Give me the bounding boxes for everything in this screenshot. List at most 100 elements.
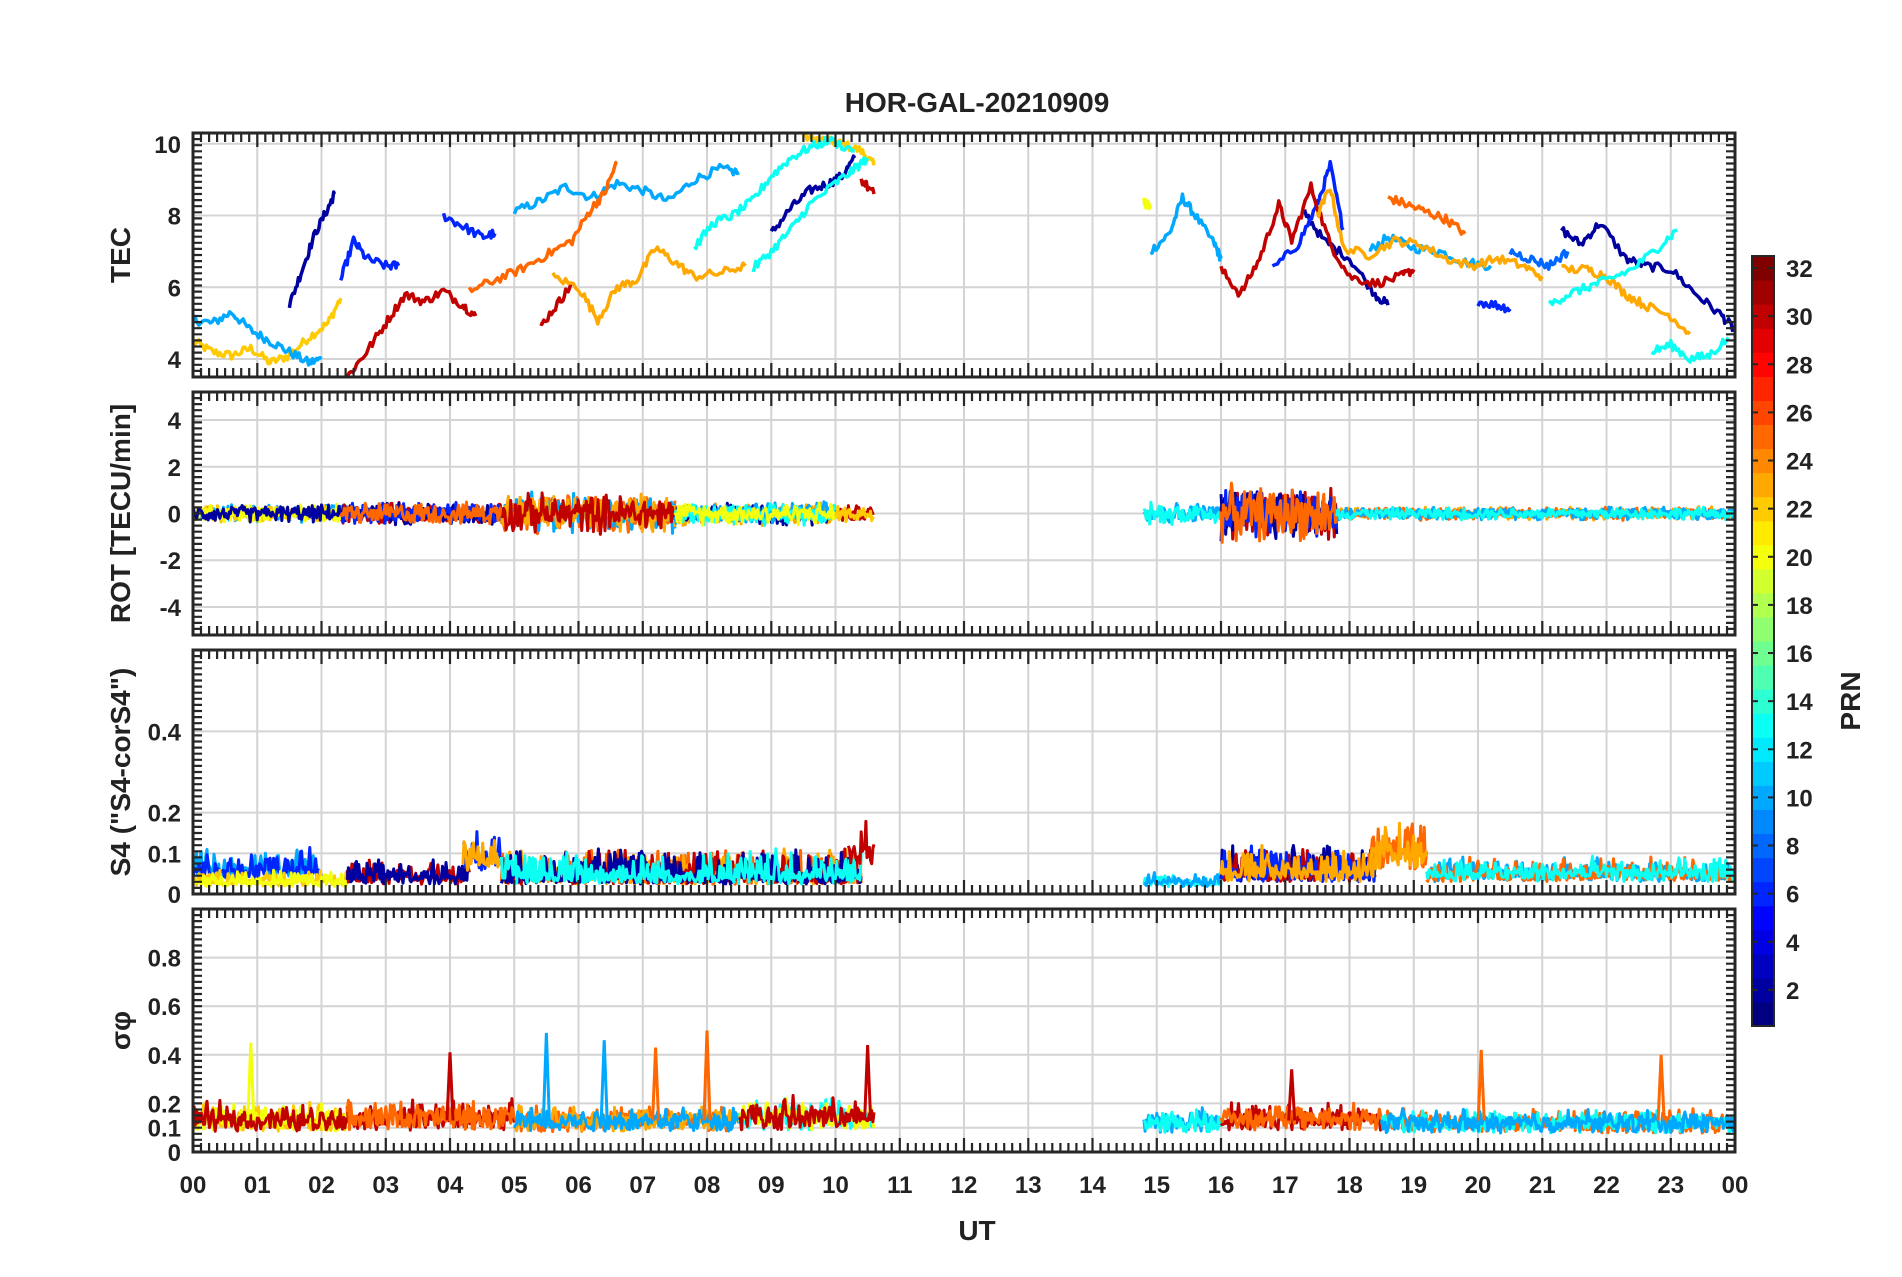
colorbar-swatch [1752, 785, 1774, 811]
x-tick-label: 02 [308, 1172, 335, 1199]
y-tick-label: -2 [160, 548, 181, 575]
colorbar-tick-label: 4 [1786, 930, 1800, 957]
series-prn-13 [1142, 1108, 1223, 1134]
y-tick-label: 10 [154, 132, 181, 159]
colorbar-swatch [1752, 304, 1774, 329]
series-prn-25 [339, 500, 516, 526]
series-group [193, 1030, 1735, 1135]
y-tick-label: 2 [168, 455, 181, 482]
x-tick-label: 18 [1336, 1172, 1363, 1199]
series-prn-6 [339, 235, 401, 281]
colorbar-swatch [1752, 424, 1774, 450]
series-prn-2 [1560, 222, 1735, 333]
colorbar-swatch [1752, 352, 1774, 377]
series-prn-20 [673, 501, 837, 527]
x-tick-label: 01 [244, 1172, 271, 1199]
spike-prn-10 [541, 1032, 551, 1121]
series-prn-30 [345, 287, 478, 377]
colorbar-tick-label: 6 [1786, 882, 1799, 909]
series-prn-25 [1425, 855, 1735, 884]
panel-sigma_phi: 00.10.2 0.4 0.6 0.8 σφ [105, 907, 1737, 1167]
colorbar-tick-label: 18 [1786, 593, 1813, 620]
x-tick-label: 13 [1015, 1172, 1042, 1199]
series-prn-2 [193, 503, 348, 524]
colorbar-swatch [1752, 448, 1774, 474]
colorbar-swatch [1752, 376, 1774, 401]
y-tick-label: 4 [168, 347, 182, 374]
x-tick-label: 06 [565, 1172, 592, 1199]
colorbar-tick-label: 14 [1786, 689, 1813, 716]
y-tick-label: 0 [168, 502, 181, 529]
spike-prn-25 [651, 1047, 661, 1121]
series-prn-13 [1650, 336, 1730, 364]
spike-prn-25 [1656, 1054, 1666, 1121]
y-tick-label: 0.4 [148, 719, 182, 746]
colorbar-tick-label: 2 [1786, 978, 1799, 1005]
series-prn-30 [846, 819, 876, 866]
y-axis-label: TEC [105, 227, 136, 283]
x-tick-label: 11 [887, 1172, 912, 1199]
colorbar-tick-label: 30 [1786, 304, 1813, 331]
colorbar-tick-label: 28 [1786, 352, 1813, 379]
axis-ticks [191, 390, 1737, 637]
series-prn-20 [193, 868, 349, 889]
series-prn-30 [859, 178, 876, 195]
panel-rot: -4 -2 0 2 4 ROT [TECU/min] [105, 390, 1737, 637]
series-prn-25 [467, 160, 619, 294]
spike-prn-25 [1476, 1049, 1486, 1121]
y-tick-label: 0.8 [148, 946, 181, 973]
colorbar-swatch [1752, 737, 1774, 762]
panel-s4: 0 0.1 0.2 0.4 S4 ("S4-corS4") [105, 648, 1737, 909]
spike-prn-30 [863, 1045, 873, 1121]
series-prn-6 [193, 846, 323, 881]
colorbar-swatch [1752, 881, 1774, 907]
colorbar-swatch [1752, 496, 1774, 522]
y-tick-label: 0.4 [148, 1043, 182, 1070]
x-tick-label: 04 [437, 1172, 464, 1199]
series-prn-23 [461, 839, 503, 872]
series-prn-25 [1219, 1101, 1384, 1132]
axes-frame [191, 907, 1737, 1154]
colorbar-swatch [1752, 665, 1774, 690]
y-tick-label: 8 [168, 204, 181, 231]
series-prn-2 [345, 856, 471, 886]
series-prn-2 [1302, 209, 1390, 306]
colorbar-swatch [1752, 641, 1774, 666]
series-prn-10 [1380, 1107, 1735, 1135]
axis-ticks [191, 907, 1737, 1154]
colorbar-swatch [1752, 689, 1774, 714]
axis-ticks [191, 131, 1737, 379]
colorbar-tick-label: 10 [1786, 785, 1813, 812]
x-tick-label: 00 [1722, 1172, 1749, 1199]
axes-frame [191, 648, 1737, 896]
panel-tec: 4 6 8 10 TEC [105, 131, 1737, 379]
colorbar-swatch [1752, 616, 1774, 642]
series-prn-13 [499, 847, 863, 886]
colorbar-tick-label: 16 [1786, 641, 1813, 668]
x-tick-label: 07 [629, 1172, 656, 1199]
colorbar-tick-label: 22 [1786, 497, 1813, 524]
series-prn-6 [1476, 299, 1512, 314]
x-tick-label: 19 [1400, 1172, 1427, 1199]
series-prn-13 [1547, 228, 1678, 307]
series-prn-25 [345, 1098, 516, 1132]
series-prn-23 [1561, 263, 1692, 336]
y-tick-label: 0.2 [148, 1091, 181, 1118]
colorbar-swatch [1752, 761, 1774, 786]
colorbar-tick-label: 8 [1786, 834, 1799, 861]
colorbar-swatch [1752, 328, 1774, 353]
y-tick-label: 0 [168, 882, 181, 909]
colorbar-swatch [1752, 568, 1774, 594]
colorbar-swatch [1752, 953, 1774, 979]
colorbar-tick-label: 26 [1786, 400, 1813, 427]
colorbar-swatch [1752, 256, 1774, 281]
colorbar-swatch [1752, 592, 1774, 618]
y-tick-label: 0.6 [148, 994, 181, 1021]
series-prn-30 [193, 1098, 349, 1133]
series-prn-30 [738, 1093, 876, 1132]
series-prn-23 [1367, 821, 1429, 871]
series-prn-20 [1142, 197, 1153, 211]
axis-ticks [191, 648, 1737, 896]
series-group [193, 819, 1735, 889]
